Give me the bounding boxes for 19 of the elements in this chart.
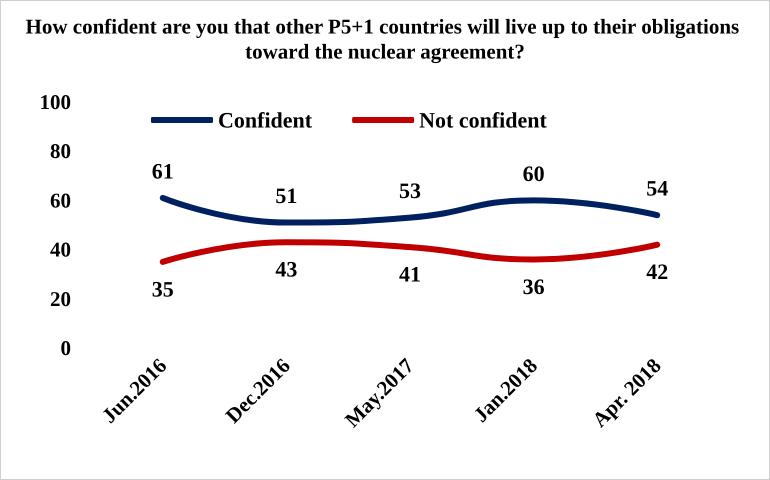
data-label: 53 xyxy=(399,178,421,204)
data-label: 54 xyxy=(646,176,668,201)
data-label: 35 xyxy=(152,276,174,302)
y-tick-label: 60 xyxy=(50,188,71,212)
y-tick-label: 0 xyxy=(60,336,71,360)
data-label: 60 xyxy=(522,160,545,186)
legend-label: Confident xyxy=(218,108,313,132)
data-label: 36 xyxy=(522,274,545,299)
data-label: 42 xyxy=(646,259,668,284)
chart-title: How confident are you that other P5+1 countries will live up to their obligations toward the nuclear agreement? xyxy=(26,14,744,64)
legend-label: Not confident xyxy=(419,108,548,132)
y-tick-label: 100 xyxy=(40,90,71,114)
data-label: 41 xyxy=(399,262,421,287)
y-tick-label: 20 xyxy=(50,286,71,311)
data-label: 51 xyxy=(275,183,298,208)
data-label: 43 xyxy=(275,256,298,282)
y-tick-label: 40 xyxy=(50,238,71,262)
data-label: 61 xyxy=(152,158,174,184)
y-tick-label: 80 xyxy=(50,139,71,164)
